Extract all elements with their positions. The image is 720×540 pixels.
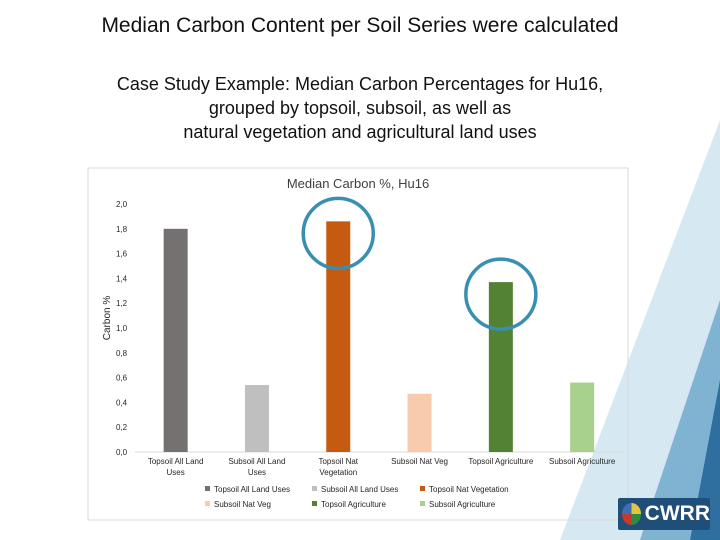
legend-swatch: [420, 501, 425, 506]
highlight-circle: [464, 257, 538, 331]
y-tick-label: 1,6: [116, 250, 128, 259]
subtitle-line: grouped by topsoil, subsoil, as well as: [208, 98, 512, 118]
logo-emblem-icon: [622, 503, 641, 525]
highlight-circle: [301, 196, 375, 271]
chart-title: Median Carbon %, Hu16: [287, 176, 429, 191]
x-tick-label: Topsoil Agriculture: [468, 457, 533, 466]
chart-area-border: [87, 167, 629, 521]
x-tick-label: Topsoil All Land: [148, 457, 204, 466]
y-tick-label: 0,6: [116, 374, 128, 383]
x-tick-label: Subsoil Agriculture: [549, 457, 616, 466]
legend-swatch: [420, 486, 425, 491]
legend-swatch: [205, 486, 210, 491]
x-tick-label: Subsoil All Land: [228, 457, 285, 466]
x-tick-label: Topsoil Nat: [318, 457, 358, 466]
legend-label: Topsoil Agriculture: [321, 500, 386, 509]
legend-swatch: [205, 501, 210, 506]
legend-swatch: [312, 501, 317, 506]
y-tick-label: 1,4: [116, 274, 128, 283]
logo-text: CWRR: [644, 502, 710, 525]
y-tick-label: 0,4: [116, 398, 128, 407]
cwrr-logo: CWRR: [618, 498, 710, 530]
y-tick-label: 0,2: [116, 423, 128, 432]
x-tick-label: Subsoil Nat Veg: [391, 457, 448, 466]
decor-triangle-mid: [640, 300, 720, 540]
slide-title: Median Carbon Content per Soil Series we…: [101, 14, 619, 37]
y-tick-label: 0,8: [116, 349, 128, 358]
y-tick-label: 2,0: [116, 200, 128, 209]
y-axis-label: Carbon %: [102, 296, 113, 341]
y-tick-label: 1,0: [116, 324, 128, 333]
y-tick-label: 1,2: [116, 299, 128, 308]
legend-label: Subsoil Agriculture: [429, 500, 496, 509]
subtitle-line: Case Study Example: Median Carbon Percen…: [116, 74, 604, 94]
legend-label: Topsoil Nat Vegetation: [429, 485, 509, 494]
x-tick-label: Vegetation: [319, 468, 357, 477]
legend-label: Topsoil All Land Uses: [214, 485, 290, 494]
x-tick-label: Uses: [167, 468, 185, 477]
bar: [407, 393, 432, 452]
x-tick-label: Uses: [248, 468, 266, 477]
slide-subtitle: Case Study Example: Median Carbon Percen…: [40, 72, 680, 144]
bar: [163, 228, 188, 452]
legend-label: Subsoil All Land Uses: [321, 485, 398, 494]
subtitle-line: natural vegetation and agricultural land…: [183, 122, 537, 142]
bar: [326, 221, 351, 452]
y-tick-label: 1,8: [116, 225, 128, 234]
bar: [488, 282, 513, 452]
bar: [244, 385, 269, 452]
bar: [570, 382, 595, 452]
legend-swatch: [312, 486, 317, 491]
y-tick-label: 0,0: [116, 448, 128, 457]
legend-label: Subsoil Nat Veg: [214, 500, 271, 509]
